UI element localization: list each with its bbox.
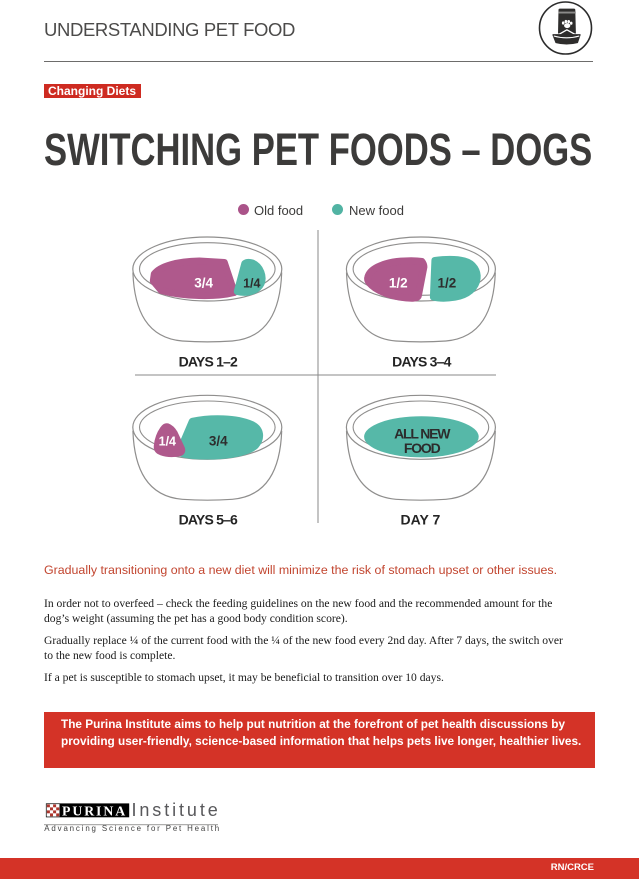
svg-text:DAYS 3–4: DAYS 3–4 [392, 354, 451, 370]
svg-text:Advancing Science for Pet Heal: Advancing Science for Pet Health [44, 824, 221, 833]
svg-text:3/4: 3/4 [209, 434, 228, 449]
svg-text:FOOD: FOOD [404, 440, 441, 456]
svg-text:DAYS 5–6: DAYS 5–6 [179, 511, 238, 527]
svg-text:DAY 7: DAY 7 [401, 511, 441, 527]
svg-text:PURINA: PURINA [62, 803, 127, 818]
svg-text:1/2: 1/2 [389, 275, 408, 290]
svg-text:DAYS 1–2: DAYS 1–2 [179, 354, 238, 370]
svg-text:ALL NEW: ALL NEW [394, 425, 451, 441]
svg-text:3/4: 3/4 [194, 275, 213, 290]
svg-text:1/2: 1/2 [438, 275, 457, 290]
svg-text:Institute: Institute [132, 800, 221, 820]
svg-text:1/4: 1/4 [243, 276, 260, 290]
svg-text:1/4: 1/4 [159, 435, 176, 449]
